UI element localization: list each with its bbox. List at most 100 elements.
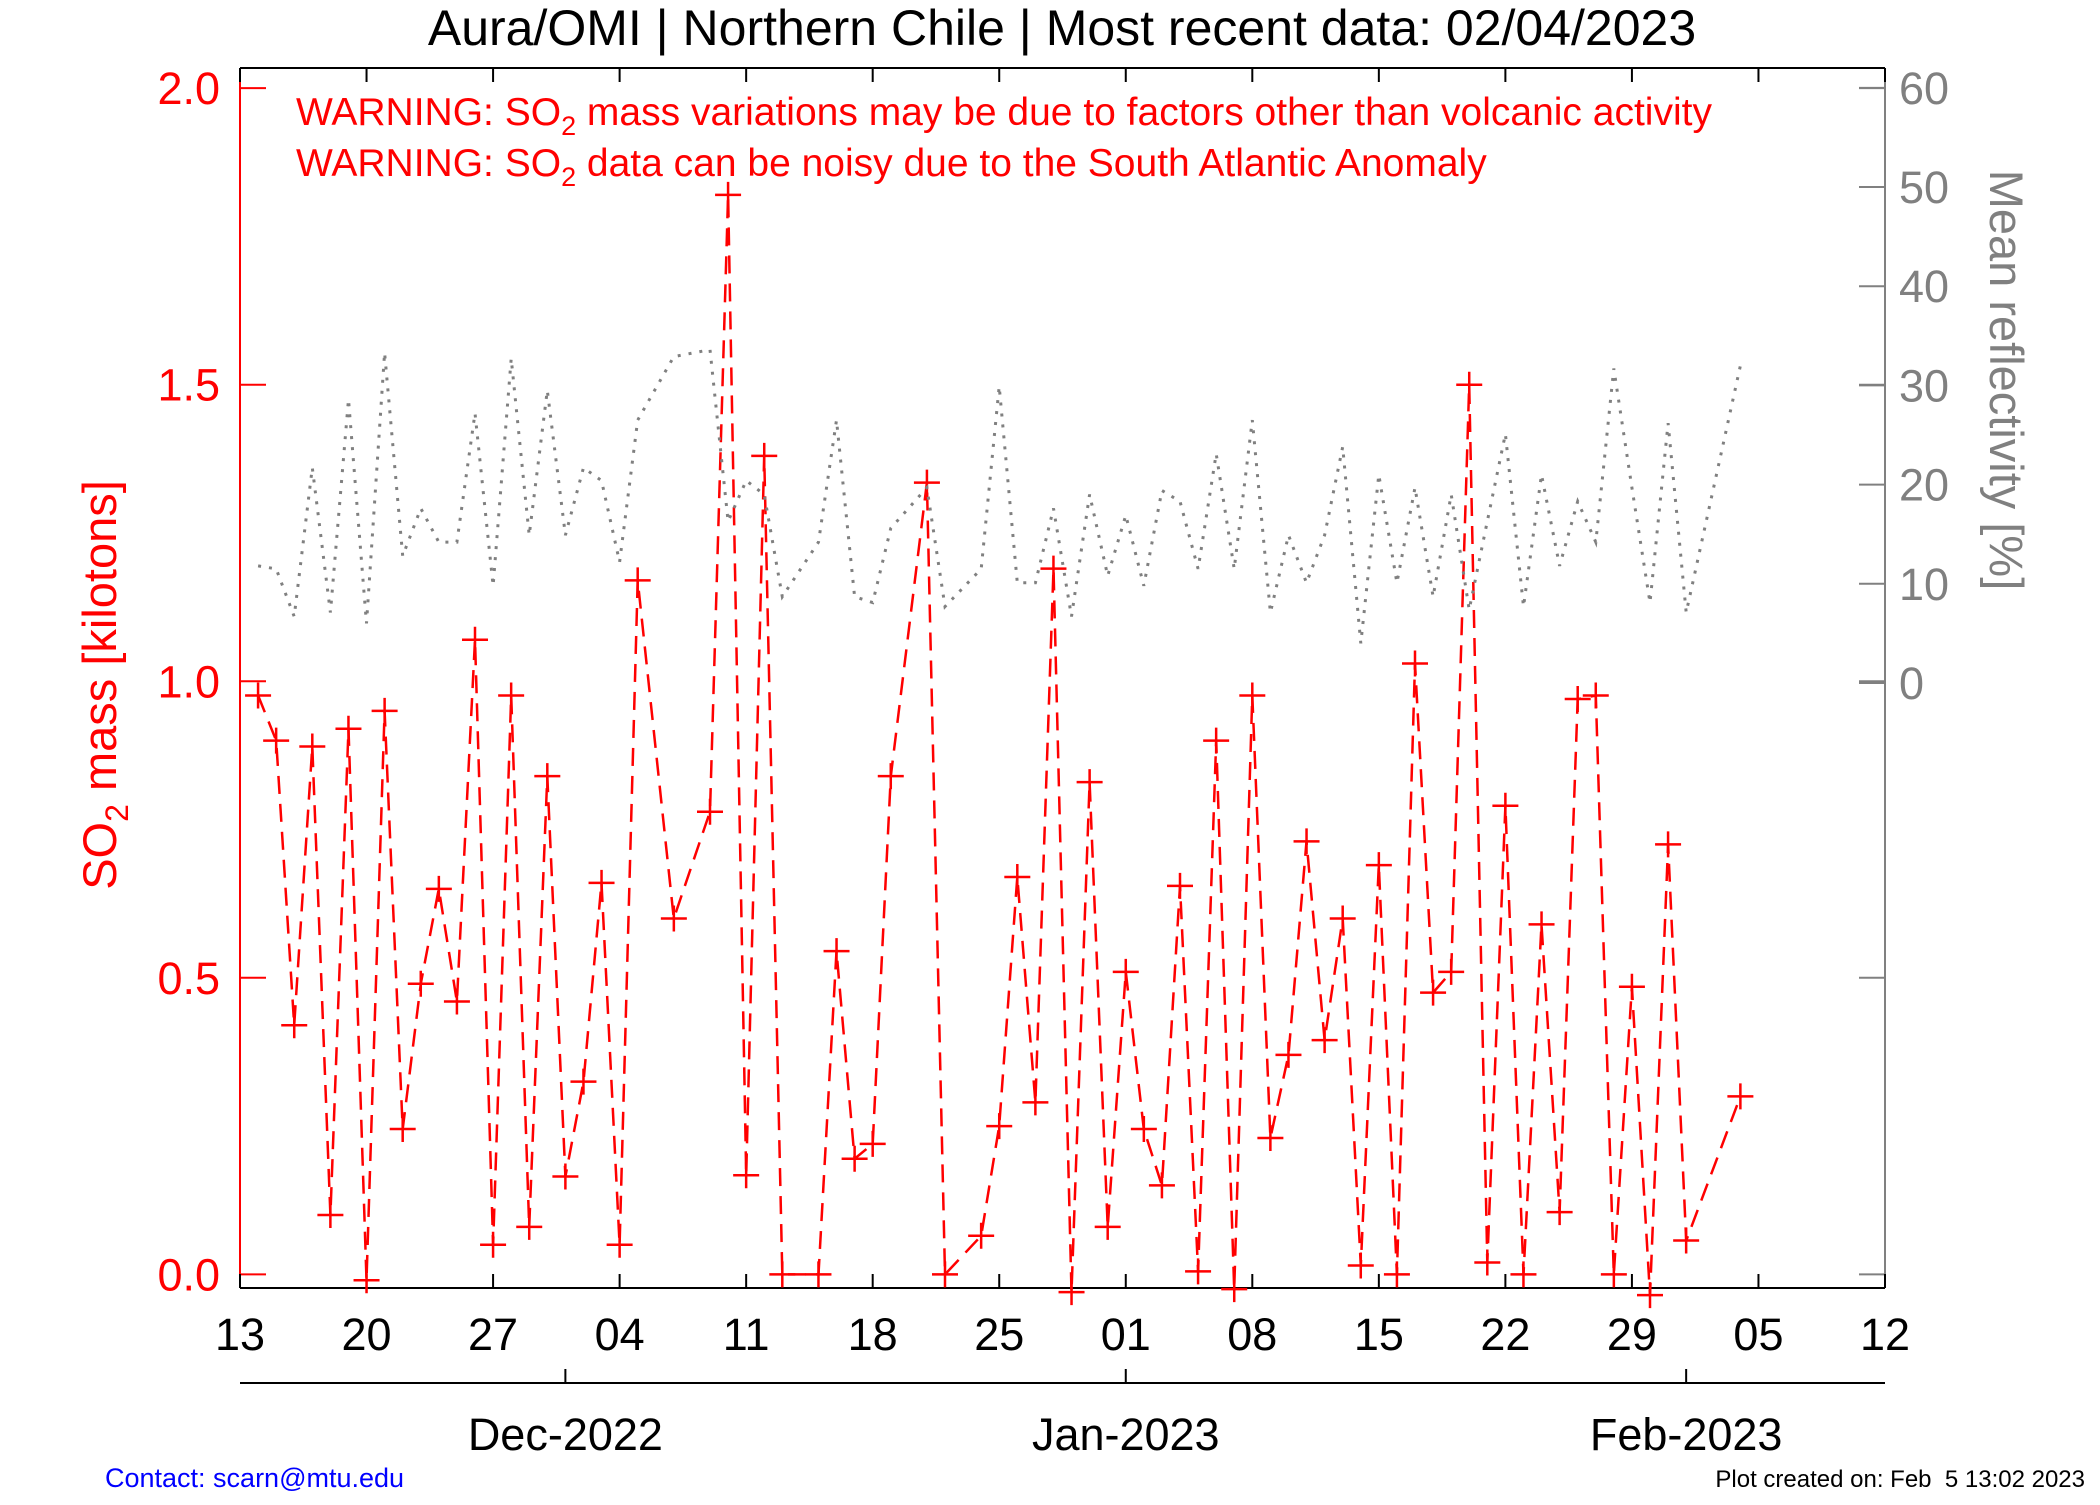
y2-tick-label: 10 bbox=[1899, 559, 1949, 610]
data-point bbox=[245, 682, 272, 709]
y2-axis-label: Mean reflectivity [%] bbox=[1980, 170, 2033, 591]
data-point bbox=[1112, 958, 1139, 985]
data-point bbox=[986, 1113, 1013, 1140]
x-tick-label: 08 bbox=[1227, 1309, 1277, 1360]
data-point bbox=[588, 869, 615, 896]
data-point bbox=[1402, 650, 1428, 677]
x-tick-label: 04 bbox=[595, 1309, 645, 1360]
warning: WARNING: SO2 data can be noisy due to th… bbox=[296, 142, 1487, 192]
data-point bbox=[425, 875, 452, 902]
data-point bbox=[624, 567, 651, 594]
data-point bbox=[1365, 852, 1392, 879]
data-point bbox=[877, 763, 904, 790]
data-point bbox=[1456, 371, 1483, 398]
month-tick-label: Dec-2022 bbox=[468, 1409, 663, 1460]
y-label-subscript: 2 bbox=[99, 804, 135, 822]
data-point bbox=[733, 1162, 760, 1189]
created-note: Plot created on: Feb 5 13:02 2023 bbox=[1715, 1466, 2085, 1493]
data-point bbox=[1492, 792, 1519, 819]
data-point bbox=[1600, 1261, 1627, 1288]
data-point bbox=[1239, 682, 1266, 709]
data-point bbox=[389, 1116, 416, 1143]
x-tick-label: 18 bbox=[848, 1309, 898, 1360]
data-point bbox=[1329, 905, 1356, 932]
data-point bbox=[1420, 979, 1447, 1006]
warning: WARNING: SO2 mass variations may be due … bbox=[296, 91, 1712, 141]
warning-subscript: 2 bbox=[561, 162, 576, 192]
data-point bbox=[1474, 1249, 1501, 1276]
x-tick-label: 12 bbox=[1860, 1309, 1910, 1360]
data-point bbox=[841, 1145, 868, 1172]
y2-tick-label: 40 bbox=[1899, 261, 1949, 312]
data-point bbox=[1383, 1261, 1410, 1288]
y-label-text: SO bbox=[73, 822, 126, 890]
y2-tick-label: 0 bbox=[1899, 658, 1924, 709]
month-tick-label: Feb-2023 bbox=[1590, 1409, 1783, 1460]
data-point bbox=[1130, 1116, 1157, 1143]
x-tick-label: 13 bbox=[215, 1309, 265, 1360]
data-point bbox=[660, 905, 687, 932]
y2-tick-label: 20 bbox=[1899, 460, 1949, 511]
x-tick-label: 25 bbox=[974, 1309, 1024, 1360]
data-point bbox=[534, 763, 561, 790]
data-point bbox=[462, 626, 488, 653]
data-point bbox=[1582, 682, 1609, 709]
data-point bbox=[480, 1231, 507, 1258]
x-tick-label: 22 bbox=[1480, 1309, 1530, 1360]
data-point bbox=[606, 1231, 633, 1258]
warning-text: WARNING: SO bbox=[296, 91, 561, 134]
data-point bbox=[1094, 1213, 1121, 1240]
warning-text: mass variations may be due to factors ot… bbox=[576, 91, 1712, 134]
data-point bbox=[1637, 1282, 1663, 1309]
y-tick-label: 1.0 bbox=[157, 656, 220, 707]
y-tick-label: 2.0 bbox=[157, 63, 220, 114]
y2-tick-label: 30 bbox=[1899, 360, 1949, 411]
data-point bbox=[1618, 973, 1645, 1000]
x-tick-label: 27 bbox=[468, 1309, 518, 1360]
data-point bbox=[1148, 1172, 1175, 1199]
data-point bbox=[552, 1163, 579, 1190]
x-tick-label: 01 bbox=[1101, 1309, 1151, 1360]
data-point bbox=[823, 938, 850, 965]
data-point bbox=[715, 181, 742, 208]
data-point bbox=[317, 1202, 344, 1229]
data-point bbox=[1004, 863, 1031, 890]
x-tick-label: 20 bbox=[342, 1309, 392, 1360]
x-tick-label: 29 bbox=[1607, 1309, 1657, 1360]
data-point bbox=[1510, 1261, 1537, 1288]
data-point bbox=[1275, 1041, 1302, 1068]
data-point bbox=[1311, 1027, 1338, 1054]
data-point bbox=[1727, 1083, 1754, 1110]
data-point bbox=[1528, 911, 1555, 938]
data-point bbox=[281, 1012, 308, 1039]
y-tick-label: 1.5 bbox=[157, 360, 220, 411]
data-point bbox=[516, 1213, 543, 1240]
data-point bbox=[1203, 727, 1230, 754]
data-point bbox=[353, 1267, 380, 1294]
data-point bbox=[805, 1261, 832, 1288]
data-point bbox=[1167, 872, 1193, 899]
y-axis-label: SO2 mass [kilotons] bbox=[73, 480, 135, 890]
contact: Contact: scarn@mtu.edu bbox=[105, 1463, 404, 1493]
y-label-text: mass [kilotons] bbox=[73, 480, 126, 804]
data-point bbox=[1221, 1276, 1248, 1303]
month-tick-label: Jan-2023 bbox=[1032, 1409, 1220, 1460]
data-point bbox=[769, 1261, 796, 1288]
y-tick-label: 0.0 bbox=[157, 1249, 220, 1300]
chart-title: Aura/OMI | Northern Chile | Most recent … bbox=[428, 0, 1696, 56]
data-point bbox=[1673, 1227, 1700, 1254]
data-point bbox=[1546, 1199, 1573, 1226]
warning-text: data can be noisy due to the South Atlan… bbox=[576, 142, 1487, 185]
data-point bbox=[859, 1130, 886, 1157]
data-point bbox=[1040, 555, 1067, 582]
warning-text: WARNING: SO bbox=[296, 142, 561, 185]
data-point bbox=[1655, 831, 1682, 858]
data-point bbox=[1058, 1279, 1085, 1306]
data-point bbox=[1438, 958, 1465, 985]
y2-tick-label: 60 bbox=[1899, 63, 1949, 114]
data-point bbox=[570, 1068, 597, 1095]
series-line bbox=[256, 194, 1742, 1296]
warning-subscript: 2 bbox=[561, 111, 576, 141]
